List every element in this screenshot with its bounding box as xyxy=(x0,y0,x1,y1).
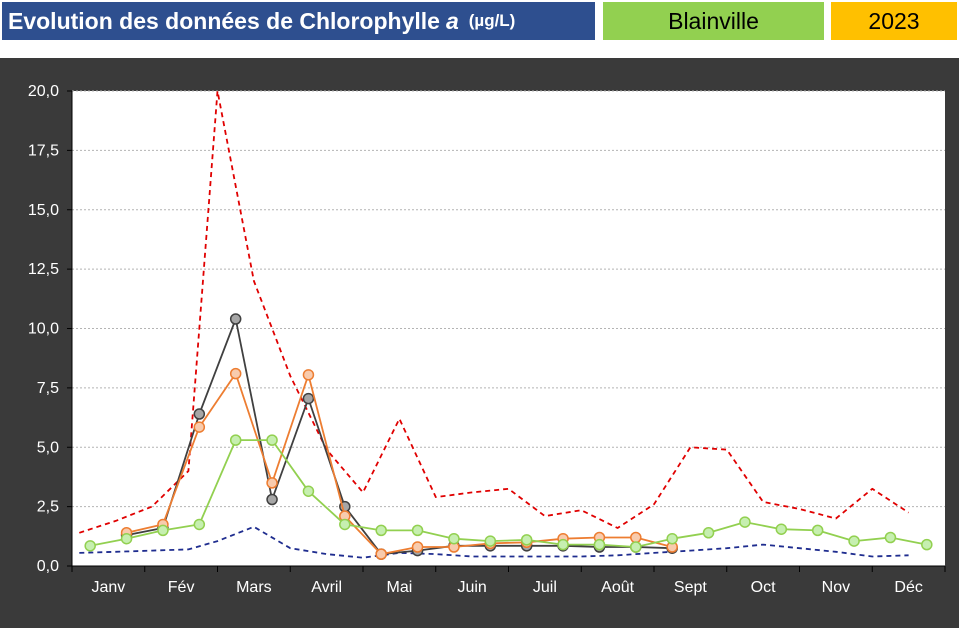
point-green xyxy=(848,535,860,547)
point-green xyxy=(448,532,460,545)
point-gray xyxy=(193,408,206,420)
point-gray xyxy=(229,313,242,325)
x-tick-label: Déc xyxy=(894,579,922,596)
y-tick-label: 5,0 xyxy=(37,439,59,456)
y-tick-label: 10,0 xyxy=(28,321,59,338)
point-orange xyxy=(375,548,387,560)
point-green xyxy=(520,534,533,546)
point-green xyxy=(739,516,751,528)
x-tick-label: Août xyxy=(601,579,634,596)
x-tick-label: Avril xyxy=(311,579,342,596)
point-green xyxy=(630,541,642,553)
point-green xyxy=(666,532,678,545)
y-tick-label: 17,5 xyxy=(28,142,59,159)
point-green xyxy=(157,524,169,537)
point-green xyxy=(120,532,133,545)
chart-area: 0,0 2,5 5,0 7,5 10,0 12,5 15,0 17,5 20,0 Janv Fév M… xyxy=(0,58,959,628)
x-tick-label: Oct xyxy=(751,579,776,596)
header-bar: Evolution des données de Chlorophylle a … xyxy=(0,0,959,44)
x-tick-label: Mars xyxy=(236,579,272,596)
point-green xyxy=(884,531,897,544)
point-green xyxy=(811,524,824,537)
point-green xyxy=(266,434,278,446)
point-orange xyxy=(193,421,206,433)
series-line-green xyxy=(90,439,927,548)
y-tick-label: 12,5 xyxy=(28,261,59,278)
point-green xyxy=(229,434,242,446)
line-chart: 0,0 2,5 5,0 7,5 10,0 12,5 15,0 17,5 20,0 Janv Fév M… xyxy=(28,83,946,596)
point-green xyxy=(193,518,206,531)
title-unit: (µg/L) xyxy=(468,11,516,30)
y-tick-label: 7,5 xyxy=(37,380,59,397)
series-line-orange xyxy=(126,372,673,555)
point-gray xyxy=(302,392,315,405)
point-orange xyxy=(266,477,278,489)
point-green xyxy=(593,538,606,551)
point-green xyxy=(702,527,715,539)
title-text: Evolution des données de Chlorophylle xyxy=(8,7,440,34)
point-green xyxy=(411,524,424,537)
y-tick-label: 0,0 xyxy=(37,558,59,575)
x-tick-label: Janv xyxy=(91,579,125,596)
point-green xyxy=(339,518,351,531)
year-label: 2023 xyxy=(831,2,957,40)
y-tick-label: 2,5 xyxy=(37,499,59,516)
title-variable: a xyxy=(445,7,459,34)
x-tick-label: Sept xyxy=(674,579,707,596)
x-tick-label: Juil xyxy=(533,579,557,596)
point-orange xyxy=(630,531,642,544)
y-tick-label: 20,0 xyxy=(28,83,59,100)
chart-title: Evolution des données de Chlorophylle a … xyxy=(2,2,595,40)
point-green xyxy=(921,538,933,551)
site-label: Blainville xyxy=(603,2,824,40)
point-orange xyxy=(302,369,315,381)
x-tick-label: Juin xyxy=(457,579,486,596)
point-green xyxy=(375,524,387,537)
point-gray xyxy=(266,493,278,506)
series-line-gray xyxy=(126,318,673,555)
point-orange xyxy=(411,541,424,553)
series-line-red_dashed xyxy=(79,90,910,534)
point-orange xyxy=(229,367,242,380)
x-tick-label: Mai xyxy=(386,579,412,596)
point-green xyxy=(775,523,788,535)
point-green xyxy=(484,535,497,547)
x-tick-label: Nov xyxy=(822,579,850,596)
point-green xyxy=(557,538,569,551)
y-tick-label: 15,0 xyxy=(28,202,59,219)
point-green xyxy=(302,485,315,497)
point-green xyxy=(84,540,96,552)
x-tick-label: Fév xyxy=(168,579,195,596)
